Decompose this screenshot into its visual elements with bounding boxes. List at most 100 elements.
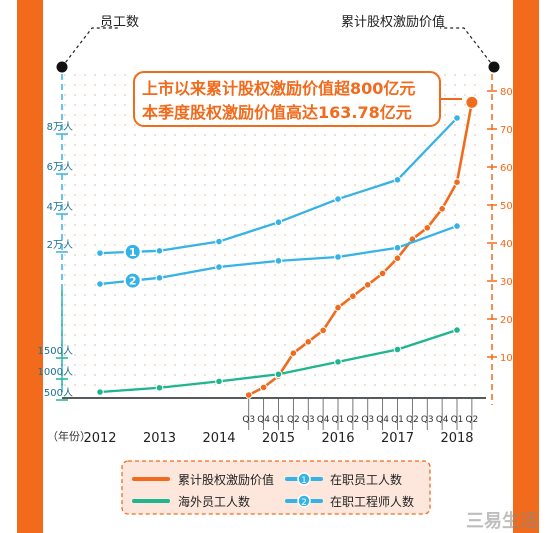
year-label: 2015	[262, 431, 295, 446]
data-point	[334, 195, 342, 203]
right-axis-ticks: 800亿 700亿 600亿 500亿 400亿 300亿 200亿 100亿	[487, 85, 529, 364]
data-point	[453, 114, 461, 122]
series-badge-label: 2	[129, 275, 137, 288]
year-prefix: （年份）	[47, 429, 91, 443]
data-point	[423, 224, 432, 232]
quarter-label: Q3	[421, 415, 434, 425]
quarter-label: Q3	[361, 415, 374, 425]
data-point	[274, 218, 283, 227]
year-labels: 2012 2013 2014 2015 2016 2017 2018	[83, 431, 473, 446]
data-point	[259, 383, 268, 392]
right-axis-title: 累计股权激励价值	[341, 14, 445, 30]
legend-label-equity: 累计股权激励价值	[178, 472, 274, 487]
quarter-label: Q3	[242, 415, 255, 425]
year-label: 2016	[321, 431, 354, 446]
data-point	[244, 391, 253, 399]
year-label: 2014	[202, 431, 235, 446]
quarter-labels: Q3 Q4 Q1 Q2 Q3 Q4 Q1 Q2 Q3 Q4 Q1 Q2 Q3 Q4 Q1 Q2	[242, 415, 478, 425]
legend-badge-text-engineers: 2	[301, 498, 307, 508]
data-point	[96, 280, 104, 288]
x-axis-ticks	[248, 398, 473, 430]
quarter-label: Q4	[436, 415, 449, 425]
legend-label-overseas: 海外员工人数	[178, 494, 250, 509]
data-point	[334, 358, 342, 366]
series-line	[248, 102, 474, 397]
headline-line2: 本季度股权激励价值高达163.78亿元	[142, 103, 412, 122]
data-point	[453, 222, 461, 230]
data-point	[393, 345, 402, 354]
left-axis-ticks: 8万人 6万人 4万人 2万人 1500人 1000人 500人	[38, 121, 73, 401]
left-tick-label: 2万人	[47, 239, 73, 251]
data-point	[304, 338, 313, 346]
data-point	[215, 377, 223, 386]
quarter-label: Q1	[332, 415, 345, 425]
legend-badge-text-employees: 1	[301, 476, 307, 486]
right-tick-label: 400亿	[500, 237, 529, 250]
data-point	[465, 95, 479, 109]
data-point	[215, 237, 223, 246]
quarter-label: Q1	[272, 415, 285, 425]
data-point	[334, 303, 342, 312]
quarter-label: Q4	[257, 415, 270, 425]
data-point	[393, 175, 402, 184]
data-point	[319, 326, 327, 335]
legend-badge-engineers	[297, 494, 311, 508]
left-tick-label: 1000人	[38, 366, 73, 378]
watermark: 三易生活	[466, 510, 538, 532]
data-point	[155, 383, 164, 392]
left-tick-label: 500人	[44, 387, 73, 399]
series-layer: 12	[96, 95, 479, 399]
left-tick-label: 6万人	[47, 161, 73, 173]
right-tick-label: 700亿	[500, 123, 529, 136]
quarter-label: Q4	[376, 415, 389, 425]
data-point	[363, 281, 372, 289]
data-point	[289, 349, 298, 358]
right-tick-label: 200亿	[500, 313, 529, 326]
legend-badge-employees	[297, 472, 311, 486]
data-point	[334, 253, 342, 261]
quarter-label: Q3	[302, 415, 315, 425]
data-point	[393, 243, 402, 252]
year-label: 2013	[143, 431, 176, 446]
year-label: 2017	[381, 431, 414, 446]
legend-label-engineers: 在职工程师人数	[330, 494, 414, 509]
data-point	[349, 292, 357, 301]
year-label: 2018	[440, 431, 473, 446]
right-tick-label: 800亿	[500, 85, 529, 98]
left-orange-border	[17, 0, 43, 533]
right-tick-label: 600亿	[500, 161, 529, 174]
data-point	[155, 247, 164, 255]
data-point	[453, 178, 461, 186]
data-point	[155, 274, 164, 282]
data-point	[96, 249, 104, 257]
left-axis-dot	[56, 61, 68, 73]
headline-line1: 上市以来累计股权激励价值超800亿元	[142, 79, 415, 98]
quarter-label: Q1	[391, 415, 404, 425]
right-axis-dot	[488, 61, 500, 73]
quarter-label: Q2	[406, 415, 419, 425]
right-tick-label: 300亿	[500, 275, 529, 288]
left-axis-title: 员工数	[100, 15, 139, 30]
left-tick-label: 8万人	[47, 121, 73, 133]
data-point	[378, 269, 387, 278]
right-tick-label: 500亿	[500, 199, 529, 212]
data-point	[96, 388, 104, 396]
data-point	[393, 254, 402, 263]
data-point	[274, 370, 283, 379]
series-badge	[123, 271, 142, 290]
legend-label-employees: 在职员工人数	[330, 472, 402, 487]
legend-box	[121, 460, 431, 515]
quarter-label: Q4	[317, 415, 330, 425]
quarter-label: Q2	[287, 415, 300, 425]
left-tick-label: 4万人	[47, 201, 73, 213]
left-tick-label: 1500人	[38, 345, 73, 357]
right-title-connector	[440, 27, 495, 68]
year-label: 2012	[83, 431, 116, 446]
data-point	[274, 257, 283, 265]
series-badge-label: 1	[129, 246, 137, 259]
quarter-label: Q2	[346, 415, 359, 425]
right-orange-border	[513, 0, 539, 533]
series-badge	[123, 242, 142, 261]
data-point	[215, 263, 223, 271]
